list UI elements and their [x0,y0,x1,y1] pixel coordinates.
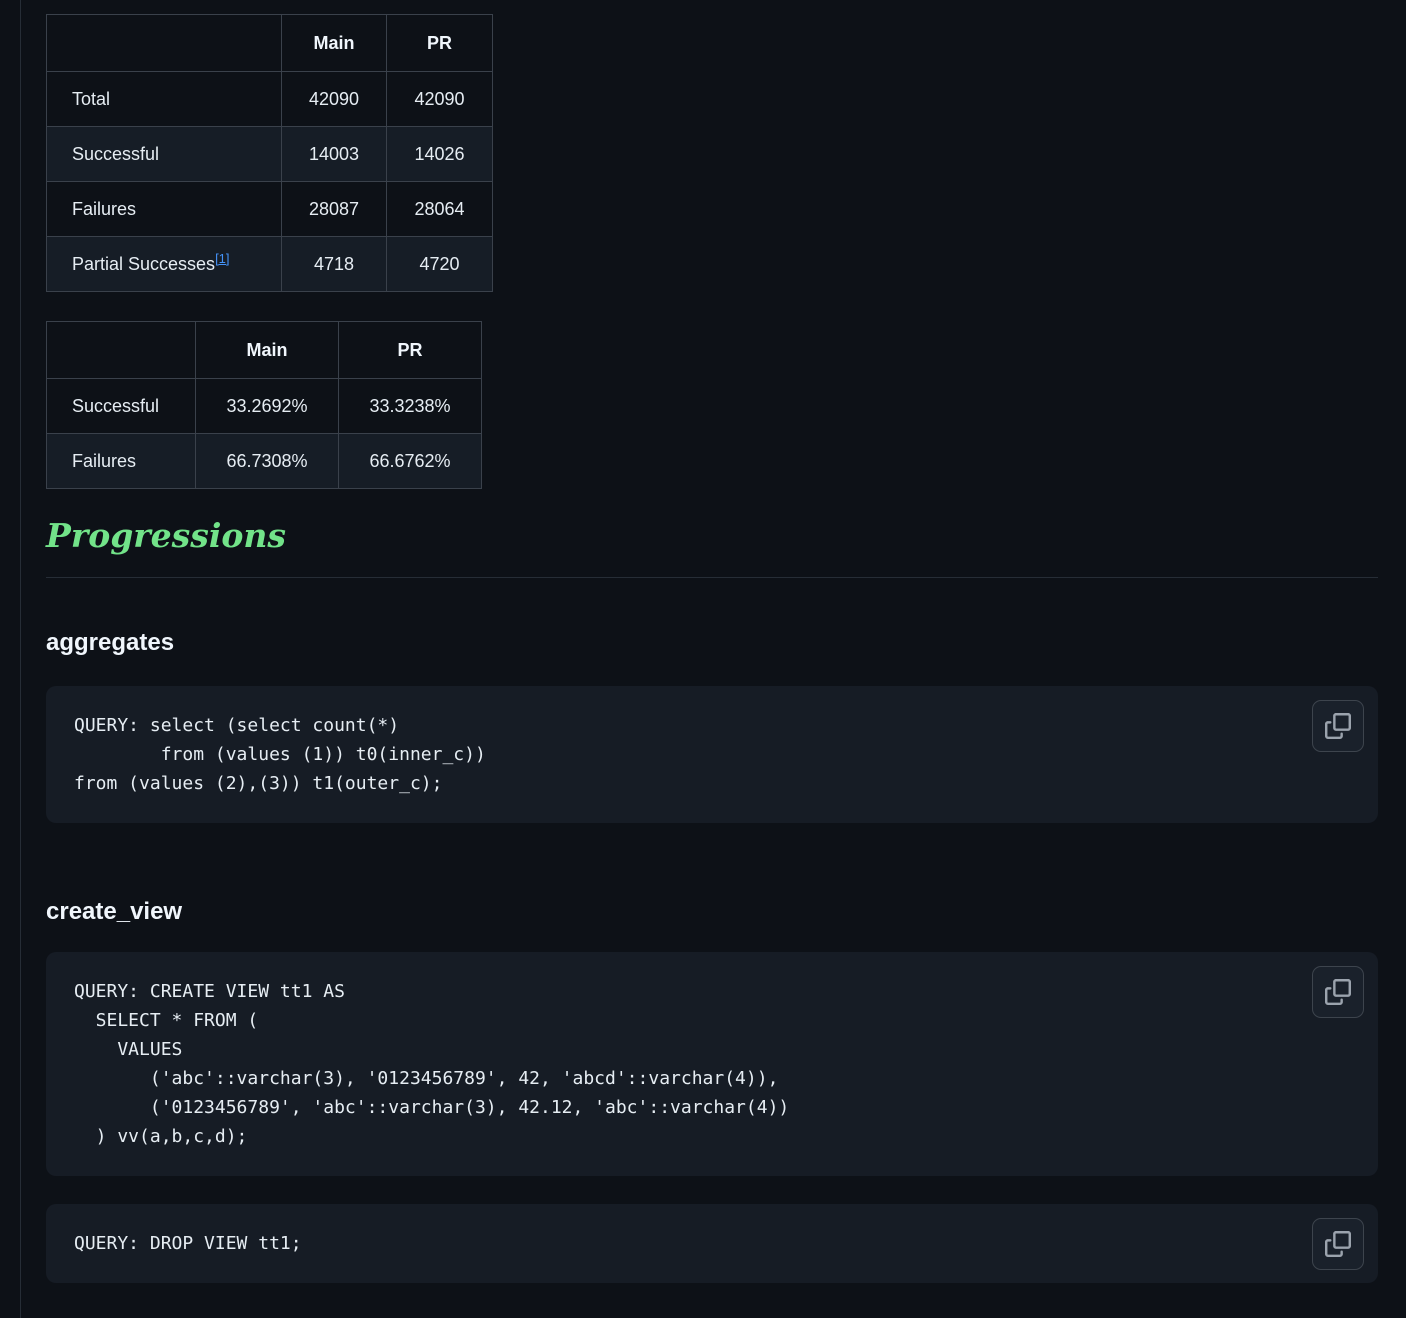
main-value: 66.7308% [195,433,339,489]
table-row: Failures 66.7308% 66.6762% [46,433,482,489]
copy-icon [1325,1231,1351,1258]
column-header-main: Main [281,14,387,72]
row-label: Failures [46,181,282,237]
pr-value: 33.3238% [338,378,482,434]
pr-value: 42090 [386,71,493,127]
corner-cell [46,14,282,72]
column-header-pr: PR [338,321,482,379]
query-code-block: QUERY: DROP VIEW tt1; [46,1204,1378,1284]
table-row: Partial Successes[1] 4718 4720 [46,236,493,292]
row-label: Partial Successes[1] [46,236,282,292]
column-header-main: Main [195,321,339,379]
table-row: Successful 33.2692% 33.3238% [46,378,482,434]
row-label: Successful [46,126,282,182]
pr-value: 66.6762% [338,433,482,489]
row-label: Failures [46,433,196,489]
row-label: Successful [46,378,196,434]
main-value: 42090 [281,71,387,127]
column-header-pr: PR [386,14,493,72]
results-percentage-table: Main PR Successful 33.2692% 33.3238% Fai… [46,321,482,489]
table-row: Successful 14003 14026 [46,126,493,182]
query-code-block: QUERY: CREATE VIEW tt1 AS SELECT * FROM … [46,952,1378,1177]
report-content: Main PR Total 42090 42090 Successful 140… [46,0,1378,1284]
corner-cell [46,321,196,379]
table-header-row: Main PR [46,321,482,379]
main-value: 4718 [281,236,387,292]
query-code-text: QUERY: select (select count(*) from (val… [74,714,486,794]
pr-value: 4720 [386,236,493,292]
group-heading-aggregates: aggregates [46,629,175,657]
main-value: 28087 [281,181,387,237]
pr-value: 14026 [386,126,493,182]
query-code-text: QUERY: CREATE VIEW tt1 AS SELECT * FROM … [74,981,790,1148]
table-row: Failures 28087 28064 [46,181,493,237]
page-left-divider [20,0,21,1318]
pr-value: 28064 [386,181,493,237]
copy-button[interactable] [1312,1218,1364,1271]
row-label-text: Partial Successes [72,253,216,274]
main-value: 33.2692% [195,378,339,434]
progressions-heading: Progressions [46,515,1378,579]
main-value: 14003 [281,126,387,182]
table-header-row: Main PR [46,14,493,72]
group-heading-create-view: create_view [46,897,183,925]
row-label: Total [46,71,282,127]
footnote-link[interactable]: [1] [215,250,230,266]
copy-button[interactable] [1312,966,1364,1019]
copy-button[interactable] [1312,699,1364,752]
results-count-table: Main PR Total 42090 42090 Successful 140… [46,14,493,292]
query-code-block: QUERY: select (select count(*) from (val… [46,685,1378,823]
table-row: Total 42090 42090 [46,71,493,127]
query-code-text: QUERY: DROP VIEW tt1; [74,1233,302,1255]
copy-icon [1325,979,1351,1006]
copy-icon [1325,712,1351,739]
